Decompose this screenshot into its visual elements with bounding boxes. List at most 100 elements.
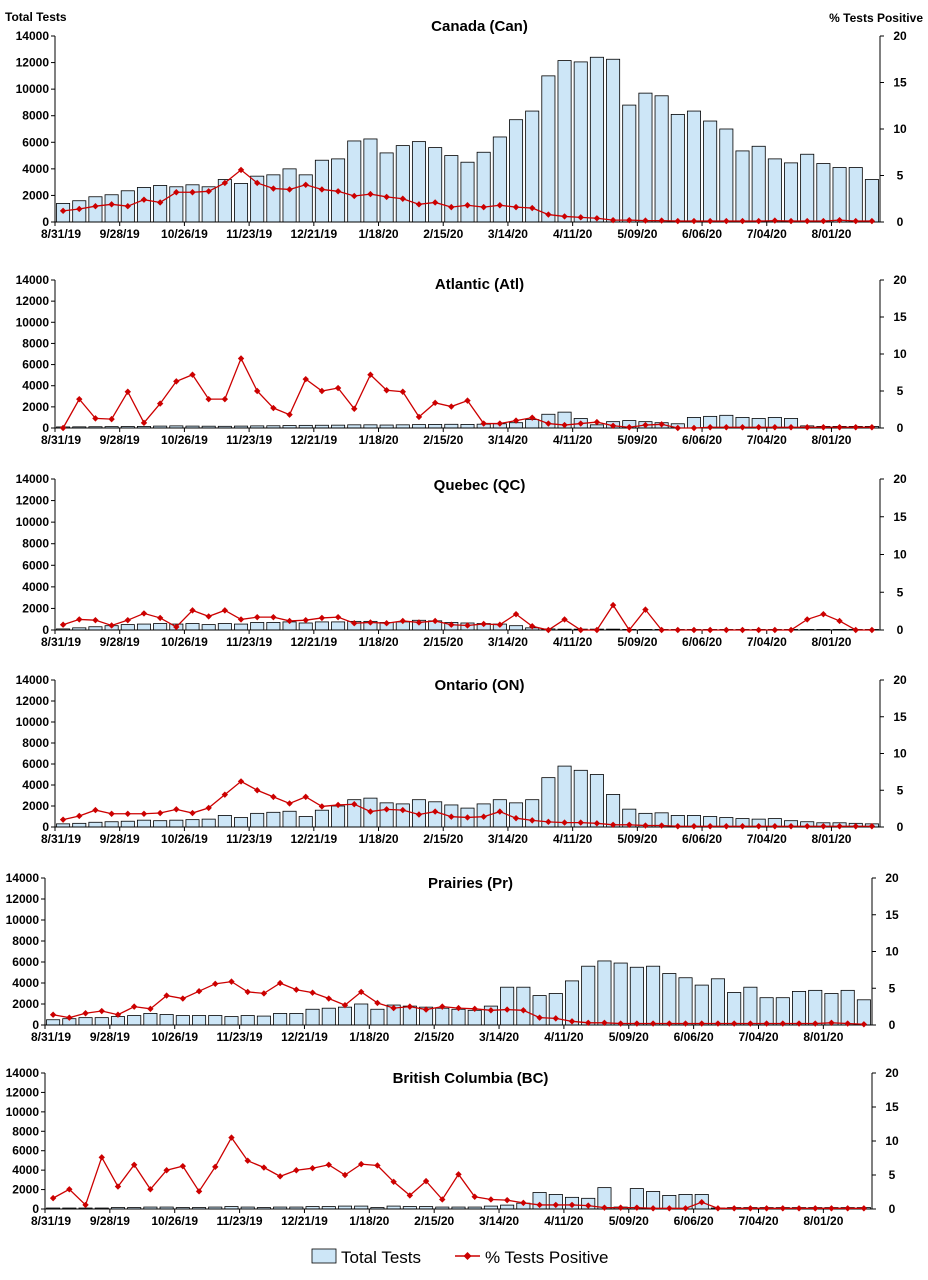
bar <box>500 986 515 1026</box>
bar <box>266 174 281 223</box>
positivity-point <box>286 800 293 807</box>
bar <box>816 163 831 223</box>
bar <box>573 769 588 828</box>
positivity-point <box>367 190 374 198</box>
positivity-point <box>98 1007 105 1015</box>
bar <box>411 424 426 429</box>
chart-panel: Quebec (QC) 0 2000 4000 6000 8000 10000 12000 14… <box>16 472 907 649</box>
positivity-point <box>325 995 332 1002</box>
x-tick-label: 8/01/20 <box>811 227 851 241</box>
positivity-point <box>302 793 309 801</box>
positivity-point <box>593 418 601 426</box>
y-tick-label: 6000 <box>22 757 49 771</box>
positivity-point <box>140 810 148 817</box>
y-tick-label: 2000 <box>22 799 49 813</box>
positivity-point <box>302 616 309 624</box>
x-tick-label: 12/21/19 <box>290 227 337 241</box>
positivity-point <box>82 1010 89 1017</box>
positivity-point <box>747 1205 754 1212</box>
y2-tick-label: 5 <box>897 169 904 183</box>
bar <box>622 104 637 223</box>
x-tick-label: 8/31/19 <box>41 227 81 241</box>
legend-marker-icon <box>463 1252 472 1260</box>
bar <box>104 194 119 223</box>
y2-tick-label: 15 <box>885 1100 899 1114</box>
positivity-point <box>771 424 779 431</box>
positivity-point <box>318 803 326 810</box>
bar <box>201 818 216 828</box>
positivity-point <box>173 806 180 813</box>
positivity-point <box>496 202 504 209</box>
positivity-point <box>302 181 309 188</box>
x-tick-label: 10/26/19 <box>161 832 208 846</box>
positivity-point <box>690 823 698 830</box>
positivity-point <box>318 186 326 193</box>
y2-tick-label: 5 <box>889 981 896 995</box>
y-tick-label: 6000 <box>22 358 49 372</box>
bar <box>751 145 766 223</box>
positivity-point <box>626 216 633 224</box>
bar <box>557 60 572 223</box>
y-tick-label: 4000 <box>22 580 49 594</box>
bar <box>136 187 151 223</box>
positivity-point <box>334 384 342 392</box>
chart-title: Canada (Can) <box>431 18 528 35</box>
y2-tick-label: 5 <box>889 1168 896 1182</box>
positivity-point <box>270 613 277 621</box>
positivity-point <box>698 1199 705 1206</box>
x-tick-label: 12/21/19 <box>290 832 337 846</box>
y-tick-label: 10000 <box>16 315 50 329</box>
bar <box>266 811 281 828</box>
positivity-point <box>383 193 390 201</box>
bar <box>613 962 628 1026</box>
chart-panel: Prairies (Pr) 0 2000 4000 6000 8000 10000 12000… <box>6 871 899 1044</box>
y2-tick-label: 10 <box>885 1134 899 1148</box>
positivity-point <box>804 217 811 225</box>
positivity-point <box>179 1162 187 1170</box>
positivity-point <box>601 1019 608 1026</box>
positivity-point <box>351 801 358 808</box>
bar <box>500 1204 515 1210</box>
positivity-point <box>108 415 115 423</box>
x-tick-label: 5/09/20 <box>617 433 657 447</box>
positivity-point <box>658 822 665 829</box>
positivity-point <box>130 1003 138 1010</box>
x-tick-label: 1/18/20 <box>349 1030 389 1044</box>
bar <box>840 989 855 1026</box>
y-tick-label: 2000 <box>12 1183 39 1197</box>
y2-tick-label: 0 <box>897 215 904 229</box>
x-tick-label: 6/06/20 <box>682 832 722 846</box>
positivity-point <box>260 990 268 997</box>
y-tick-label: 6000 <box>22 135 49 149</box>
y-tick-label: 8000 <box>22 537 49 551</box>
y2-tick-label: 10 <box>893 548 907 562</box>
x-tick-label: 8/31/19 <box>41 635 81 649</box>
positivity-point <box>836 216 843 224</box>
y-tick-label: 10000 <box>16 82 50 96</box>
positivity-point <box>520 1199 527 1207</box>
y-tick-label: 0 <box>42 421 49 435</box>
positivity-point <box>496 621 504 628</box>
positivity-point <box>270 793 277 801</box>
positivity-point <box>795 1205 803 1212</box>
bar <box>670 113 685 223</box>
positivity-point <box>351 620 358 627</box>
x-tick-label: 7/04/20 <box>747 832 787 846</box>
positivity-point <box>406 1003 414 1010</box>
positivity-point <box>593 820 601 827</box>
positivity-point <box>706 823 714 830</box>
positivity-point <box>415 413 423 421</box>
bar <box>217 815 232 828</box>
x-tick-label: 5/09/20 <box>609 1214 649 1228</box>
bar <box>800 153 815 223</box>
positivity-point <box>609 422 617 429</box>
left-axis-title: Total Tests <box>5 10 67 24</box>
positivity-point <box>415 201 423 208</box>
bar <box>735 150 750 223</box>
positivity-point <box>690 626 698 634</box>
bar <box>370 1008 385 1026</box>
x-tick-label: 4/11/20 <box>553 832 593 846</box>
positivity-point <box>666 1020 673 1027</box>
x-tick-label: 7/04/20 <box>747 227 787 241</box>
y-tick-label: 10000 <box>16 515 50 529</box>
